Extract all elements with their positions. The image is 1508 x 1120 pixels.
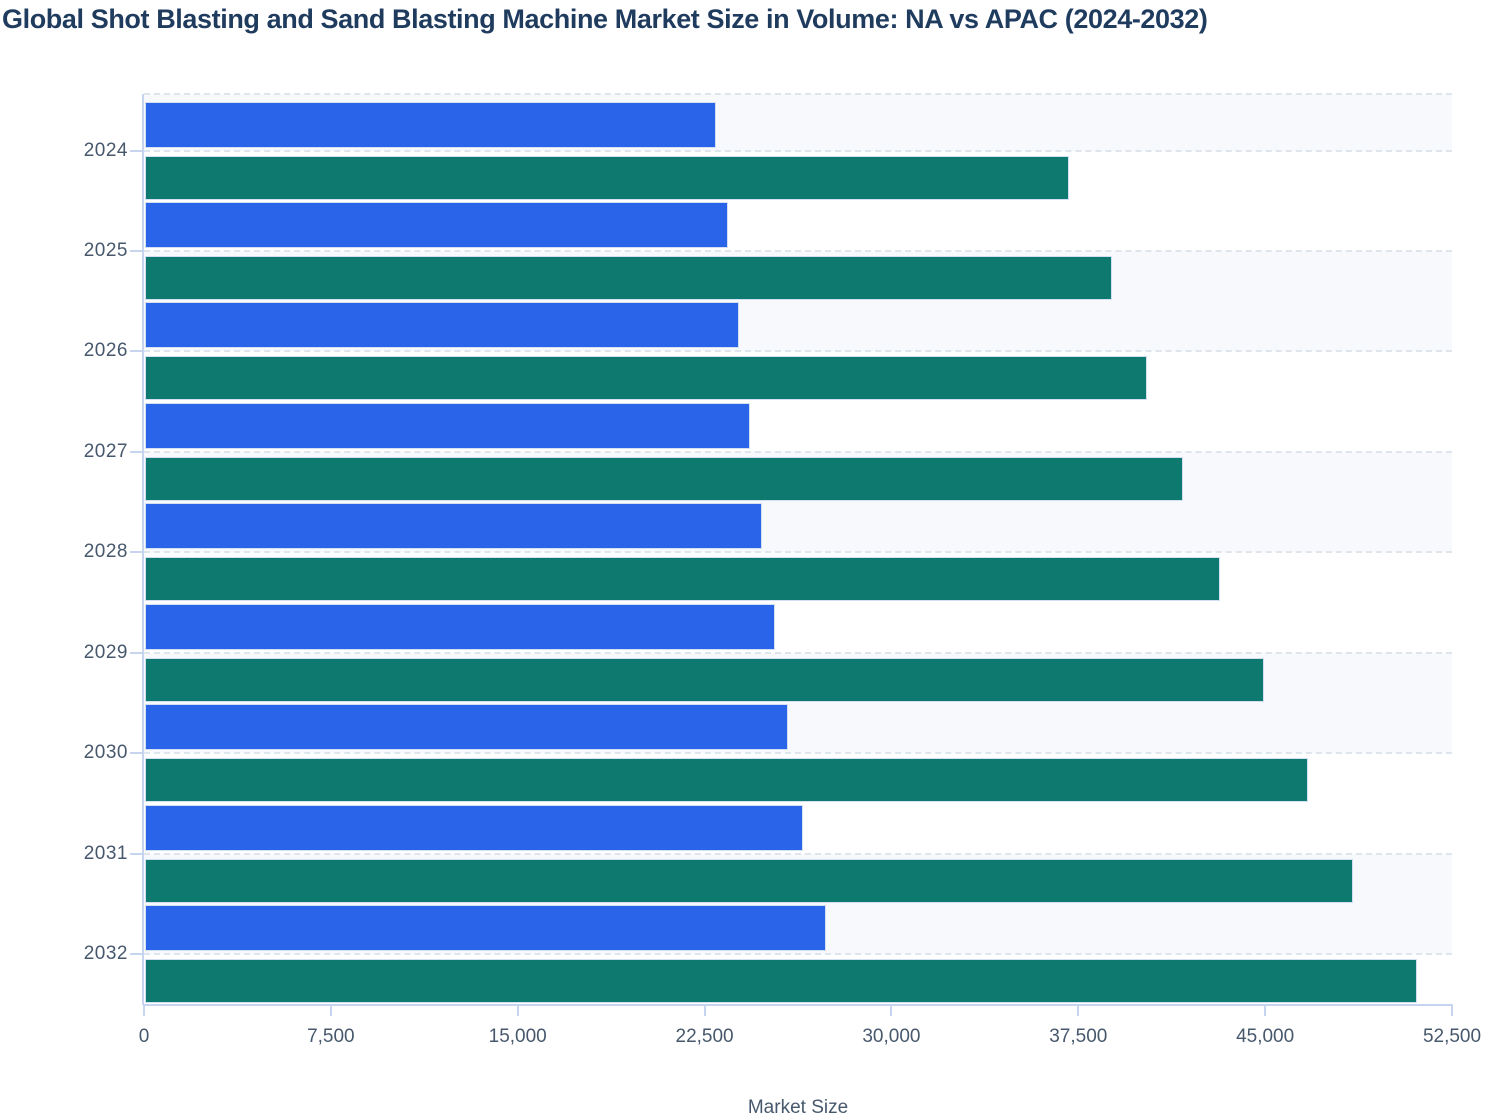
y-axis-label-2031: 2031 — [83, 842, 128, 864]
bar-apac-2026[interactable] — [145, 356, 1147, 401]
plot-area — [130, 93, 1453, 1016]
y-axis-label-2027: 2027 — [83, 440, 128, 462]
bar-apac-2032[interactable] — [145, 959, 1417, 1003]
y-axis-tick — [130, 350, 143, 353]
y-axis-label-2030: 2030 — [83, 742, 128, 764]
y-axis-label-2026: 2026 — [83, 340, 128, 362]
gridline — [144, 651, 1452, 654]
bar-na-2026[interactable] — [145, 302, 740, 349]
y-axis-tick — [130, 752, 143, 755]
y-axis-label-2028: 2028 — [83, 541, 128, 563]
bar-apac-2028[interactable] — [145, 557, 1221, 602]
bar-na-2028[interactable] — [145, 503, 762, 550]
gridline — [144, 551, 1452, 554]
gridline — [144, 249, 1452, 252]
gridline — [144, 752, 1452, 755]
y-axis-tick — [130, 249, 143, 252]
bar-na-2027[interactable] — [145, 402, 751, 449]
x-axis-tick — [329, 1006, 332, 1016]
gridline — [144, 93, 1452, 95]
y-axis-label-2025: 2025 — [83, 239, 128, 261]
y-axis-tick — [130, 651, 143, 654]
x-axis-tick — [516, 1006, 519, 1016]
y-axis-tick — [130, 852, 143, 855]
x-axis-tick — [1451, 1006, 1453, 1016]
x-axis-label: 22,500 — [675, 1026, 734, 1047]
x-axis-label: 45,000 — [1236, 1026, 1295, 1047]
y-axis-label-2029: 2029 — [83, 641, 128, 663]
x-axis-label: 0 — [138, 1026, 150, 1047]
gridline — [144, 149, 1452, 152]
gridline — [144, 953, 1452, 955]
y-axis-tick — [130, 551, 143, 554]
x-axis-label: 37,500 — [1049, 1026, 1108, 1047]
y-axis-line — [142, 94, 144, 1005]
bar-apac-2024[interactable] — [145, 155, 1070, 200]
x-axis-tick — [890, 1006, 893, 1016]
gridline — [144, 852, 1452, 855]
y-axis-label-2024: 2024 — [83, 139, 128, 161]
x-axis-tick — [703, 1006, 706, 1016]
bar-apac-2030[interactable] — [145, 758, 1309, 803]
gridline — [144, 450, 1452, 453]
gridline — [144, 350, 1452, 353]
bar-na-2030[interactable] — [145, 704, 788, 751]
y-axis-tick — [130, 450, 143, 453]
bar-na-2032[interactable] — [145, 905, 827, 951]
bar-na-2025[interactable] — [145, 201, 728, 248]
x-axis-tick — [143, 1006, 145, 1016]
x-axis-label: 52,500 — [1422, 1026, 1482, 1047]
bar-apac-2029[interactable] — [145, 657, 1264, 702]
x-axis-label: 30,000 — [862, 1026, 921, 1047]
x-axis-line — [143, 1004, 1453, 1006]
bar-apac-2031[interactable] — [145, 858, 1354, 903]
y-axis-tick — [130, 953, 143, 955]
bar-na-2031[interactable] — [145, 804, 803, 851]
chart-title: Global Shot Blasting and Sand Blasting M… — [2, 4, 1208, 34]
bar-apac-2027[interactable] — [145, 456, 1183, 501]
y-axis-label-2032: 2032 — [83, 943, 128, 964]
x-axis-label: 15,000 — [488, 1026, 547, 1047]
bar-na-2024[interactable] — [145, 101, 716, 148]
x-axis-tick — [1077, 1006, 1080, 1016]
x-axis-tick — [1264, 1006, 1267, 1016]
x-axis-title: Market Size — [747, 1097, 849, 1118]
bar-apac-2025[interactable] — [145, 255, 1112, 300]
x-axis-label: 7,500 — [307, 1026, 355, 1047]
bar-na-2029[interactable] — [145, 603, 776, 650]
y-axis-tick — [130, 149, 143, 152]
